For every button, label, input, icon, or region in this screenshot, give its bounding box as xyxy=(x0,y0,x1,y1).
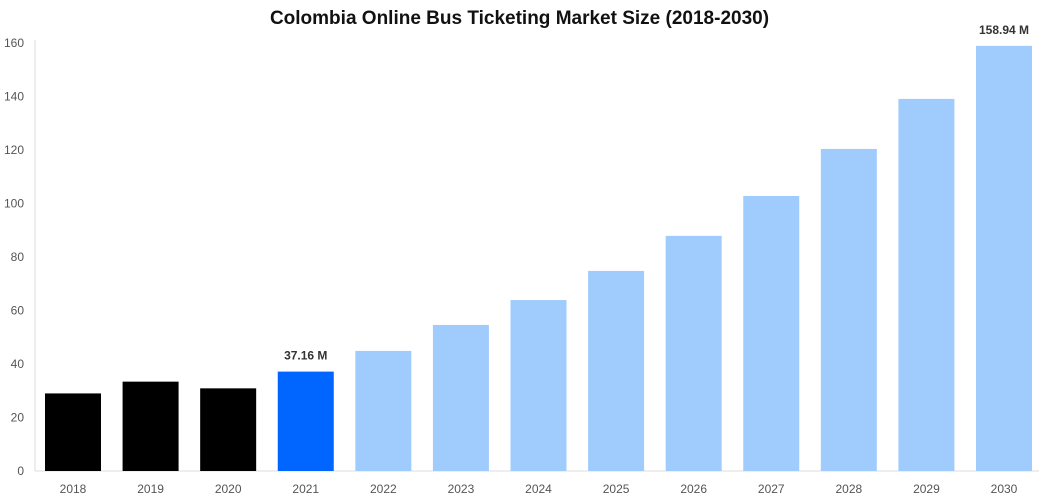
y-tick-label: 80 xyxy=(11,250,25,264)
data-label-2030: 158.94 M xyxy=(979,23,1029,37)
bar-2023 xyxy=(432,324,489,471)
x-tick-label: 2021 xyxy=(292,482,319,496)
bar-2018 xyxy=(45,393,101,471)
x-tick-label: 2028 xyxy=(835,482,862,496)
bar-2026 xyxy=(665,235,722,471)
bar-2022 xyxy=(355,350,412,471)
x-tick-label: 2024 xyxy=(525,482,552,496)
x-tick-label: 2030 xyxy=(991,482,1018,496)
bar-2020 xyxy=(200,388,257,471)
x-tick-label: 2023 xyxy=(448,482,475,496)
x-tick-label: 2029 xyxy=(913,482,940,496)
x-tick-label: 2018 xyxy=(60,482,87,496)
x-tick-label: 2019 xyxy=(137,482,164,496)
chart-title: Colombia Online Bus Ticketing Market Siz… xyxy=(269,8,770,29)
x-tick-label: 2022 xyxy=(370,482,397,496)
bar-2030 xyxy=(976,45,1032,471)
y-tick-label: 40 xyxy=(11,357,25,371)
bar-2029 xyxy=(898,98,955,471)
data-label-2021: 37.16 M xyxy=(284,349,327,363)
bar-2027 xyxy=(743,196,800,471)
x-tick-label: 2020 xyxy=(215,482,242,496)
x-tick-label: 2027 xyxy=(758,482,785,496)
y-tick-label: 20 xyxy=(11,411,25,425)
y-tick-label: 100 xyxy=(4,197,24,211)
x-tick-label: 2025 xyxy=(603,482,630,496)
y-tick-label: 140 xyxy=(4,90,24,104)
bar-2021 xyxy=(277,371,334,471)
bar-2028 xyxy=(820,148,877,471)
y-tick-label: 120 xyxy=(4,143,24,157)
y-tick-label: 0 xyxy=(17,464,24,478)
bar-2019 xyxy=(122,381,179,471)
bar-2025 xyxy=(588,270,645,471)
bar-2024 xyxy=(510,300,567,471)
x-tick-label: 2026 xyxy=(680,482,707,496)
y-tick-label: 60 xyxy=(11,304,25,318)
y-tick-label: 160 xyxy=(4,36,24,50)
